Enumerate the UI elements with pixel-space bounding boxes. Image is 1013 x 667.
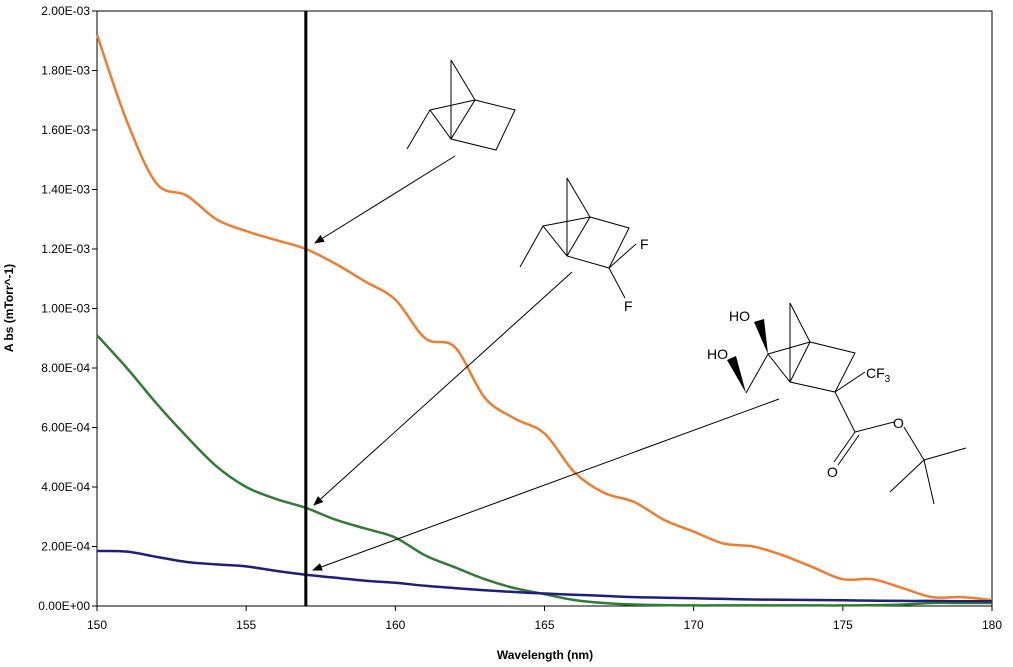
x-tick-label: 170	[684, 618, 704, 632]
x-tick-label: 175	[833, 618, 853, 632]
y-tick-label: 0.00E+00	[38, 599, 90, 613]
trifluoromethyl-subscript: 3	[885, 374, 891, 385]
y-axis-ticks: 0.00E+00 2.00E-04 4.00E-04 6.00E-04 8.00E-04…	[38, 4, 97, 613]
y-tick-label: 2.00E-04	[41, 540, 90, 554]
y-tick-label: 6.00E-04	[41, 421, 90, 435]
arrow-diol-ester	[312, 398, 780, 571]
plot-frame	[96, 10, 993, 607]
y-tick-label: 1.00E-03	[41, 302, 90, 316]
wedge-bond-upper	[754, 319, 768, 354]
norbornane-structure	[406, 59, 516, 151]
y-tick-label: 1.40E-03	[41, 183, 90, 197]
y-axis-title: A bs (mTorr^-1)	[2, 264, 16, 352]
series-line-1	[95, 34, 993, 602]
hydroxyl-label-upper: HO	[729, 308, 750, 324]
trifluoromethyl-label: CF3	[866, 365, 891, 385]
arrow-difluoronorbornane	[313, 271, 573, 506]
wedge-bond-lower	[727, 356, 746, 393]
ester-oxygen-label: O	[893, 415, 904, 431]
y-tick-label: 1.80E-03	[41, 64, 90, 78]
x-tick-label: 160	[385, 618, 405, 632]
hydroxyl-label-lower: HO	[707, 346, 728, 362]
arrow-norbornane	[314, 155, 456, 244]
x-tick-label: 165	[534, 618, 554, 632]
y-tick-label: 1.20E-03	[41, 242, 90, 256]
diol-ester-structure	[745, 302, 967, 505]
y-tick-label: 4.00E-04	[41, 480, 90, 494]
series-line-3	[96, 549, 993, 603]
series-layer	[95, 34, 993, 607]
x-axis-ticks: 150 155 160 165 170 175 180	[87, 606, 1002, 632]
y-tick-label: 1.60E-03	[41, 123, 90, 137]
x-tick-label: 180	[982, 618, 1002, 632]
x-axis-title: Wavelength (nm)	[497, 648, 593, 662]
plot-area	[96, 10, 993, 607]
y-tick-label: 2.00E-03	[41, 4, 90, 18]
fluorine-label-1: F	[640, 236, 649, 252]
difluoronorbornane-structure	[519, 177, 637, 299]
x-tick-label: 150	[87, 618, 107, 632]
fluorine-label-2: F	[624, 298, 633, 314]
carbonyl-oxygen-label: O	[827, 464, 838, 480]
y-tick-label: 8.00E-04	[41, 361, 90, 375]
x-tick-label: 155	[236, 618, 256, 632]
